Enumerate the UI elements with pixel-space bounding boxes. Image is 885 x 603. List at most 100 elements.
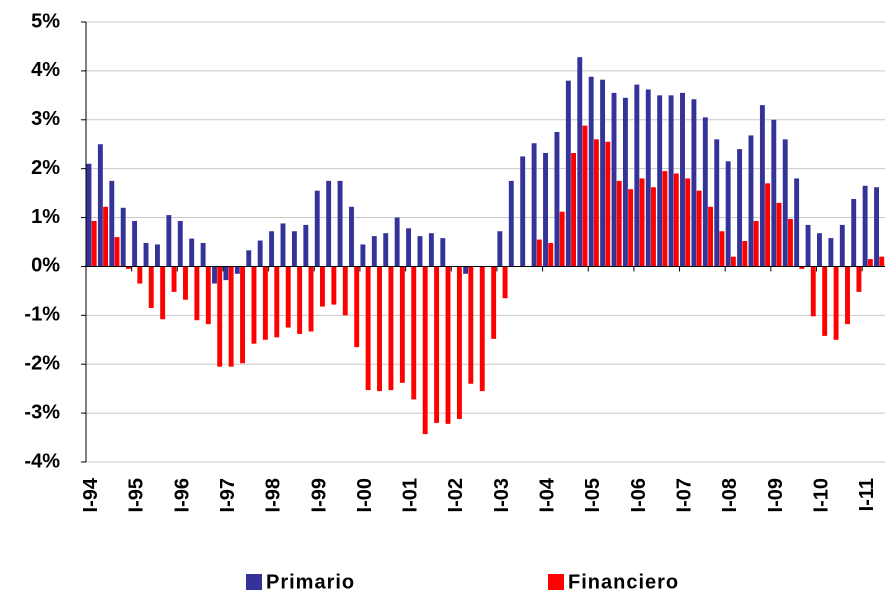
bar	[548, 242, 554, 267]
bar	[228, 266, 234, 367]
bar	[120, 207, 126, 267]
y-tick-label: 0%	[31, 255, 60, 277]
x-tick-label: I-05	[582, 478, 604, 512]
bar	[154, 244, 160, 267]
y-tick-label: 1%	[31, 206, 60, 228]
x-tick-label: I-95	[126, 478, 148, 512]
bar	[434, 266, 440, 423]
bar	[879, 256, 885, 267]
bar	[600, 79, 606, 267]
bar	[103, 206, 109, 267]
bar	[651, 187, 656, 267]
bar	[183, 266, 188, 300]
bar	[86, 163, 92, 267]
bar	[708, 206, 713, 267]
bar	[143, 242, 149, 267]
bar	[383, 233, 389, 267]
bar	[771, 119, 777, 267]
bar	[845, 266, 850, 325]
bar	[719, 231, 725, 267]
y-tick-label: 2%	[31, 157, 60, 179]
bar	[132, 220, 138, 267]
bar	[297, 266, 303, 334]
bar	[805, 224, 811, 267]
bar	[531, 143, 537, 267]
bar	[217, 266, 223, 367]
x-tick-label: I-08	[719, 478, 741, 512]
x-tick-label: I-09	[765, 478, 787, 512]
x-tick-label: I-04	[537, 477, 559, 512]
legend-swatch	[246, 574, 262, 590]
bar	[445, 266, 451, 424]
bar	[502, 266, 508, 299]
bar	[406, 228, 412, 267]
bar	[605, 141, 611, 267]
bar	[234, 266, 240, 274]
bar	[634, 84, 640, 267]
x-tick-label: I-94	[80, 477, 102, 512]
bar	[303, 224, 309, 267]
bar	[582, 125, 588, 267]
bar	[331, 266, 337, 305]
bar	[833, 266, 839, 340]
y-tick-label: -3%	[24, 401, 60, 423]
bar	[177, 220, 183, 267]
bar	[326, 180, 332, 267]
bar	[308, 266, 314, 332]
bar	[365, 266, 371, 391]
bar	[817, 233, 822, 267]
x-tick-label: I-10	[811, 478, 833, 512]
y-tick-label: 3%	[31, 108, 60, 130]
bar	[479, 266, 485, 392]
x-tick-label: I-07	[674, 478, 696, 512]
bar	[616, 180, 622, 267]
bar	[97, 144, 103, 267]
bar	[571, 153, 577, 267]
bar	[851, 198, 857, 267]
bar	[748, 135, 754, 267]
bar	[742, 241, 748, 267]
bar	[125, 266, 131, 269]
bar	[388, 266, 394, 391]
bar	[428, 233, 434, 267]
x-tick-label: I-00	[354, 478, 376, 512]
bar	[417, 236, 423, 267]
bar	[759, 105, 765, 267]
bar	[787, 219, 793, 267]
x-tick-label: I-06	[628, 478, 650, 512]
bar	[246, 250, 252, 267]
bar	[274, 266, 280, 338]
bar	[737, 149, 743, 267]
bar	[874, 187, 879, 267]
bar	[520, 156, 526, 267]
legend-swatch	[548, 574, 564, 590]
bar	[399, 266, 405, 383]
bar	[508, 180, 514, 267]
bar	[349, 206, 354, 267]
bar	[662, 171, 668, 267]
bar	[200, 242, 206, 267]
bar	[862, 185, 868, 267]
bar	[628, 189, 634, 267]
x-tick-label: I-97	[217, 478, 239, 512]
bar	[776, 202, 782, 267]
bar	[422, 266, 428, 435]
legend-label: Primario	[266, 571, 355, 593]
bar	[810, 266, 816, 317]
bar	[639, 178, 645, 267]
bar	[622, 97, 628, 267]
bar	[194, 266, 200, 321]
bar	[319, 266, 325, 307]
bar	[730, 256, 736, 267]
bar	[440, 238, 446, 267]
bar	[262, 266, 268, 340]
bar	[114, 237, 120, 267]
bar	[314, 190, 320, 267]
bar	[394, 217, 400, 267]
bar	[593, 139, 599, 267]
bar	[223, 266, 229, 281]
bar	[377, 266, 382, 392]
y-tick-label: -2%	[24, 353, 60, 375]
bar	[166, 215, 172, 267]
